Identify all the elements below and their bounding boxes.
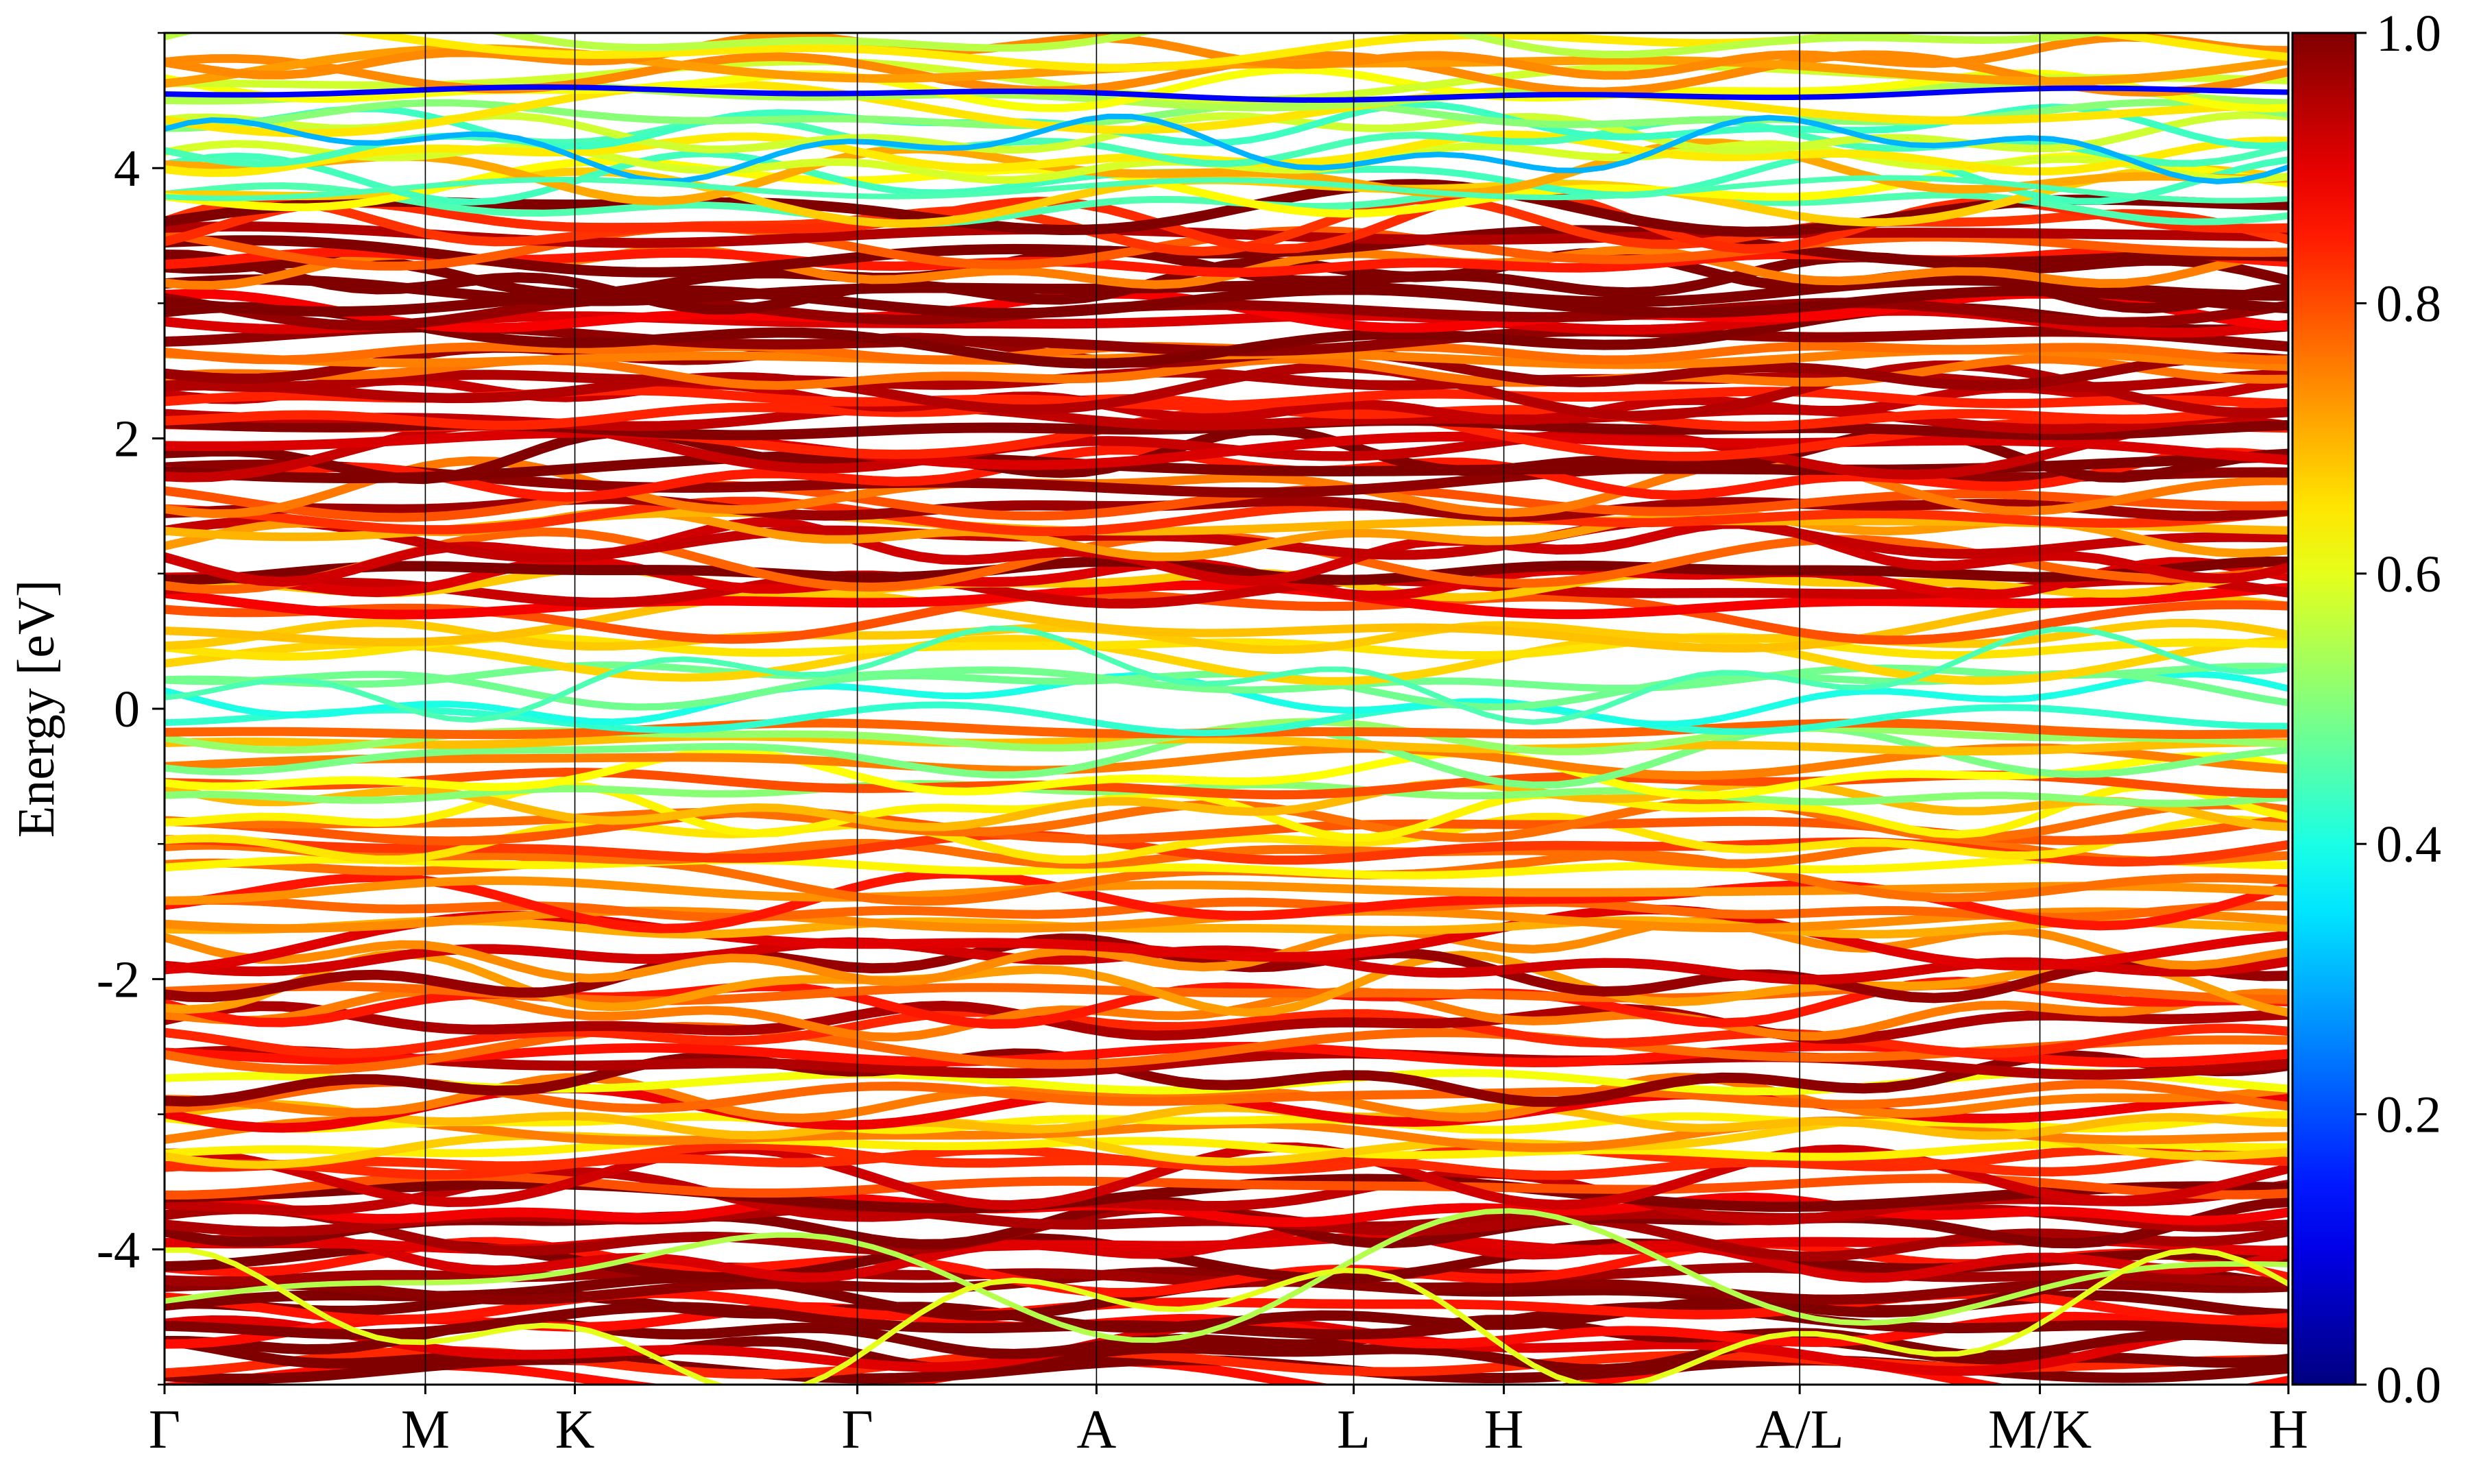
band-line [165, 589, 2288, 653]
band-line [165, 445, 2288, 502]
band-line [165, 138, 2288, 206]
x-tick-label: Γ [841, 1400, 873, 1460]
band-line [165, 1208, 2288, 1343]
x-tick-label: M/K [1988, 1400, 2092, 1460]
colorbar-tick-label: 0.6 [2376, 546, 2441, 603]
y-tick-label: -2 [97, 951, 140, 1008]
band-line [165, 274, 2288, 308]
band-line [165, 1078, 2288, 1113]
band-line [165, 111, 2288, 155]
y-tick-label: -4 [97, 1221, 140, 1279]
colorbar-tick-label: 0.0 [2376, 1357, 2441, 1414]
band-line [327, 33, 2288, 72]
band-line [165, 428, 2288, 470]
x-tick-label: Γ [149, 1400, 180, 1460]
y-tick-label: 0 [114, 681, 140, 738]
band-line [165, 1237, 2288, 1298]
x-tick-label: L [1337, 1400, 1370, 1460]
band-line [165, 179, 2288, 237]
band-line [165, 1100, 2288, 1140]
band-line [165, 1008, 2288, 1058]
colorbar: 0.0 0.2 0.4 0.6 0.8 1.0 [2291, 5, 2441, 1414]
band-line [165, 1354, 2288, 1385]
band-line [165, 367, 2288, 393]
colorbar-gradient [2291, 32, 2357, 1386]
band-line [165, 515, 2288, 563]
band-line [165, 175, 2288, 204]
x-tick-label: A [1077, 1400, 1117, 1460]
y-axis: -4 -2 0 2 4 [97, 32, 165, 1386]
x-tick-label: A/L [1756, 1400, 1844, 1460]
band-line [165, 778, 2288, 831]
y-axis-label: Energy [eV] [8, 580, 65, 838]
band-line [165, 33, 2118, 59]
band-line [165, 916, 2288, 986]
band-line [165, 1302, 2288, 1340]
band-line [165, 916, 2288, 939]
colorbar-tick-label: 0.4 [2376, 816, 2441, 873]
band-line [165, 876, 2288, 905]
band-line [165, 1045, 2288, 1080]
x-tick-label: K [555, 1400, 595, 1460]
band-line [165, 1000, 2288, 1045]
band-line [165, 1171, 2288, 1200]
band-line [165, 949, 2288, 1017]
band-line [165, 113, 2288, 184]
band-line [165, 496, 2288, 537]
x-tick-label: H [2269, 1400, 2308, 1460]
band-line [165, 732, 2288, 756]
band-line [165, 1048, 2288, 1107]
band-line [165, 1267, 2288, 1305]
x-axis: Γ M K Γ A L H A/L M/K H [149, 1385, 2308, 1460]
band-line [165, 84, 2288, 104]
band-line [165, 1141, 2288, 1177]
x-tick-label: H [1484, 1400, 1524, 1460]
colorbar-tick-label: 1.0 [2376, 5, 2441, 62]
band-line [165, 1247, 2288, 1385]
colorbar-tick-label: 0.8 [2376, 275, 2441, 332]
y-tick-label: 2 [114, 411, 140, 468]
band-line [165, 855, 2288, 879]
band-line [165, 517, 2288, 587]
band-line [165, 701, 2288, 737]
x-tick-label: M [401, 1400, 450, 1460]
bands-layer [165, 33, 2288, 1385]
band-line [165, 625, 2288, 725]
band-line [165, 80, 2288, 138]
band-line [165, 589, 2288, 645]
band-line [165, 1110, 2288, 1134]
y-tick-label: 4 [114, 140, 140, 197]
band-line [165, 456, 2288, 518]
band-line [165, 937, 2288, 985]
band-line [165, 1192, 2288, 1228]
band-line [165, 747, 2288, 800]
band-line [165, 580, 2288, 620]
band-line [165, 556, 2288, 585]
band-line [165, 1135, 2288, 1161]
colorbar-tick-label: 0.2 [2376, 1086, 2441, 1144]
band-line [165, 194, 2288, 256]
band-line [165, 293, 2288, 331]
band-line [165, 360, 2288, 421]
band-line [165, 633, 2288, 685]
band-line [165, 618, 2288, 655]
